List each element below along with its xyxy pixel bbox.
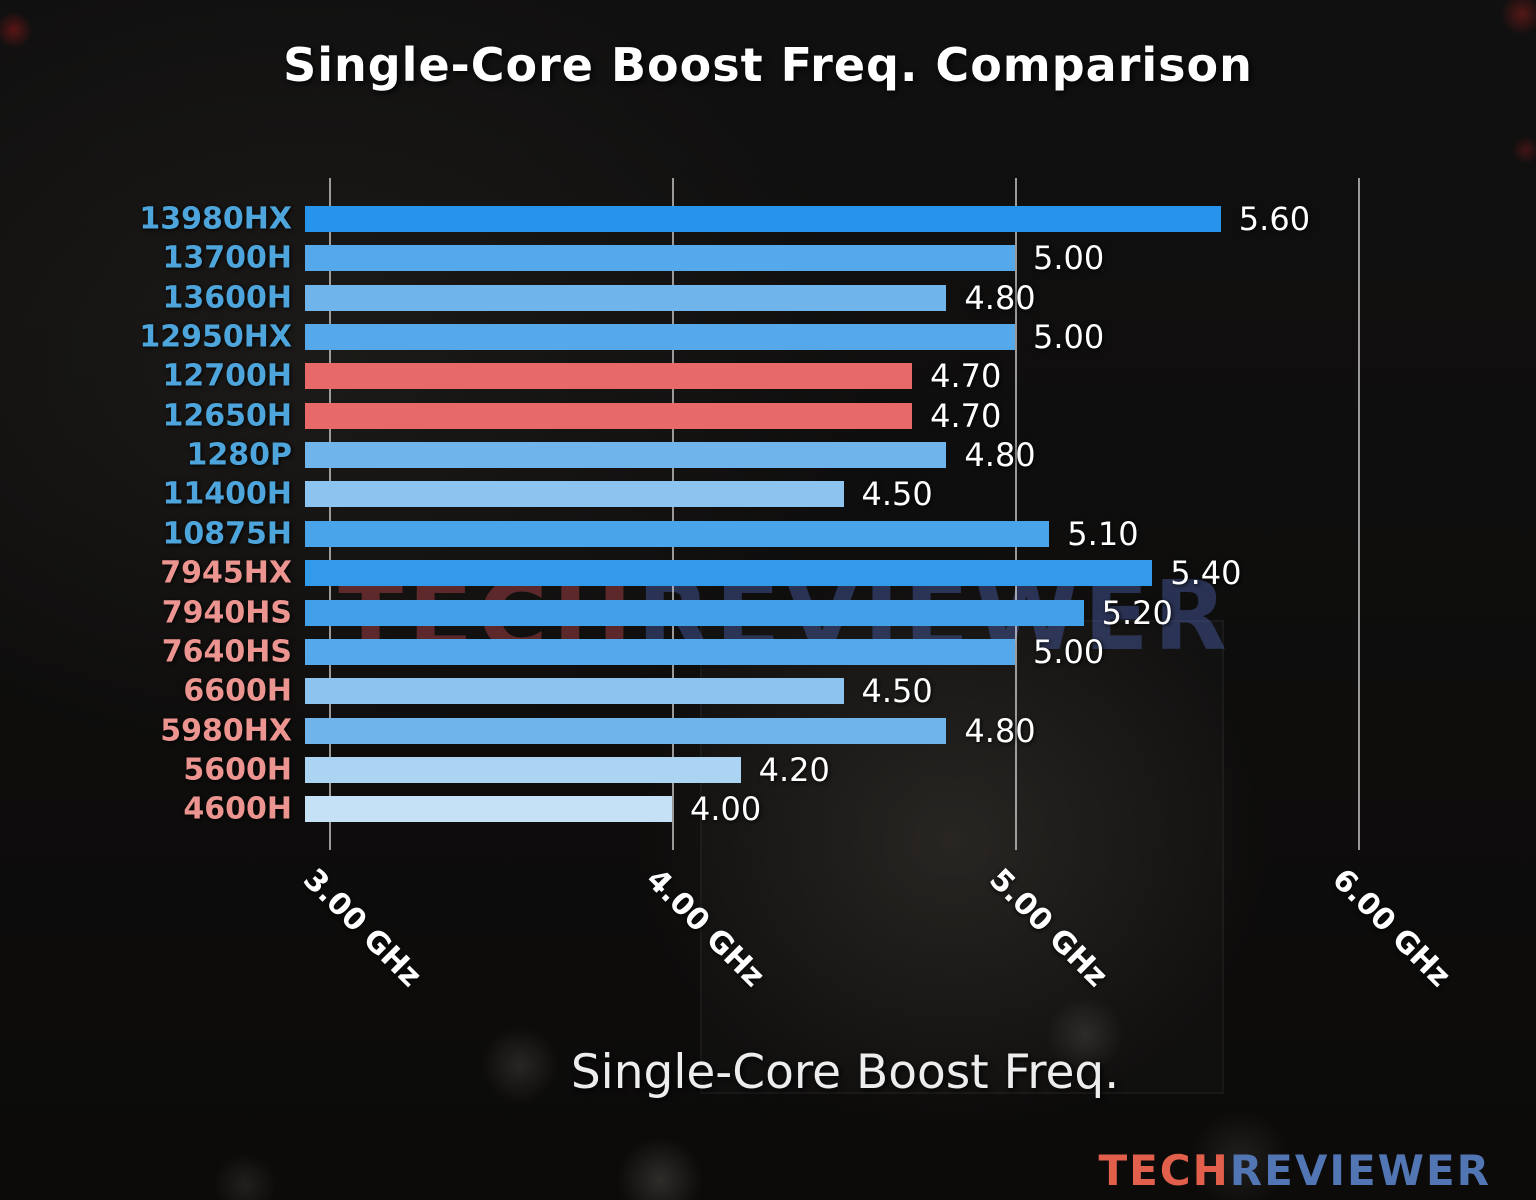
bar (305, 481, 844, 508)
bar (305, 796, 672, 823)
value-label: 4.50 (861, 672, 933, 711)
bar-row: 5600H 4.20 (183, 751, 1417, 789)
bar (305, 442, 947, 469)
category-label: 11400H (162, 476, 292, 512)
chart-title: Single-Core Boost Freq. Comparison (283, 38, 1253, 92)
value-label: 4.80 (964, 278, 1036, 317)
bar (305, 324, 1015, 351)
bar-row: 7945HX 5.40 (160, 554, 1417, 592)
bar (305, 206, 1221, 232)
plot-area: 3.00 GHz 4.00 GHz 5.00 GHz 6.00 GHz 13980HX 5… (139, 178, 1457, 994)
bar-row: 5980HX 4.80 (160, 712, 1417, 750)
value-label: 5.40 (1170, 554, 1242, 593)
bar (305, 402, 913, 429)
category-label: 12650H (162, 398, 292, 434)
category-label: 6600H (183, 673, 292, 709)
bar-row: 13700H 5.00 (163, 239, 1417, 277)
techreviewer-logo: TECHREVIEWER (1098, 1146, 1491, 1195)
logo-reviewer: REVIEWER (1229, 1146, 1491, 1195)
gridline (329, 178, 331, 850)
gridline (1358, 178, 1360, 850)
category-label: 7640HS (161, 634, 292, 670)
bar-row: 13980HX 5.60 (139, 200, 1417, 238)
category-label: 13600H (162, 280, 292, 316)
value-label: 5.00 (1033, 239, 1105, 278)
category-label: 1280P (186, 437, 292, 473)
bar-row: 12950HX 5.00 (139, 318, 1417, 356)
x-axis-label: Single-Core Boost Freq. (570, 1045, 1120, 1100)
value-label: 4.50 (861, 475, 933, 514)
value-label: 5.20 (1101, 593, 1173, 632)
bar (305, 284, 947, 311)
bar (305, 717, 947, 744)
value-label: 4.80 (964, 436, 1036, 475)
value-label: 5.00 (1033, 318, 1105, 357)
bar (305, 520, 1050, 547)
category-label: 13980HX (139, 201, 292, 237)
bar-row: 4600H 4.00 (183, 790, 1417, 828)
bar-row: 7640HS 5.00 (162, 633, 1417, 671)
value-label: 4.70 (930, 396, 1002, 435)
bar (305, 363, 913, 390)
category-label: 5600H (183, 752, 292, 788)
bar-row: 1280P 4.80 (187, 436, 1417, 474)
logo-tech: TECH (1098, 1146, 1230, 1195)
bar-row: 13600H 4.80 (163, 279, 1417, 317)
bar-row: 6600H 4.50 (183, 672, 1417, 710)
category-label: 4600H (183, 791, 292, 827)
bar (305, 756, 741, 783)
category-label: 7945HX (160, 555, 292, 591)
bar-row: 7940HS 5.20 (162, 594, 1417, 632)
bar (305, 638, 1015, 665)
gridline (1015, 178, 1017, 850)
bar (305, 599, 1084, 626)
value-label: 4.80 (964, 711, 1036, 750)
bar (305, 678, 844, 705)
bar-row: 11400H 4.50 (163, 475, 1417, 513)
bar-row: 12650H 4.70 (163, 397, 1417, 435)
value-label: 4.70 (930, 357, 1002, 396)
category-label: 12700H (162, 358, 292, 394)
category-label: 10875H (162, 516, 292, 552)
bar-row: 12700H 4.70 (163, 357, 1417, 395)
value-label: 5.10 (1067, 514, 1139, 553)
gridline (672, 178, 674, 850)
bar-row: 10875H 5.10 (163, 515, 1417, 553)
category-label: 12950HX (139, 319, 292, 355)
value-label: 5.00 (1033, 632, 1105, 671)
bar (305, 560, 1153, 587)
value-label: 4.00 (690, 790, 762, 829)
category-label: 13700H (162, 240, 292, 276)
category-label: 5980HX (160, 713, 292, 749)
value-label: 4.20 (758, 750, 830, 789)
category-label: 7940HS (161, 595, 292, 630)
value-label: 5.60 (1238, 200, 1311, 238)
bar (305, 245, 1015, 272)
